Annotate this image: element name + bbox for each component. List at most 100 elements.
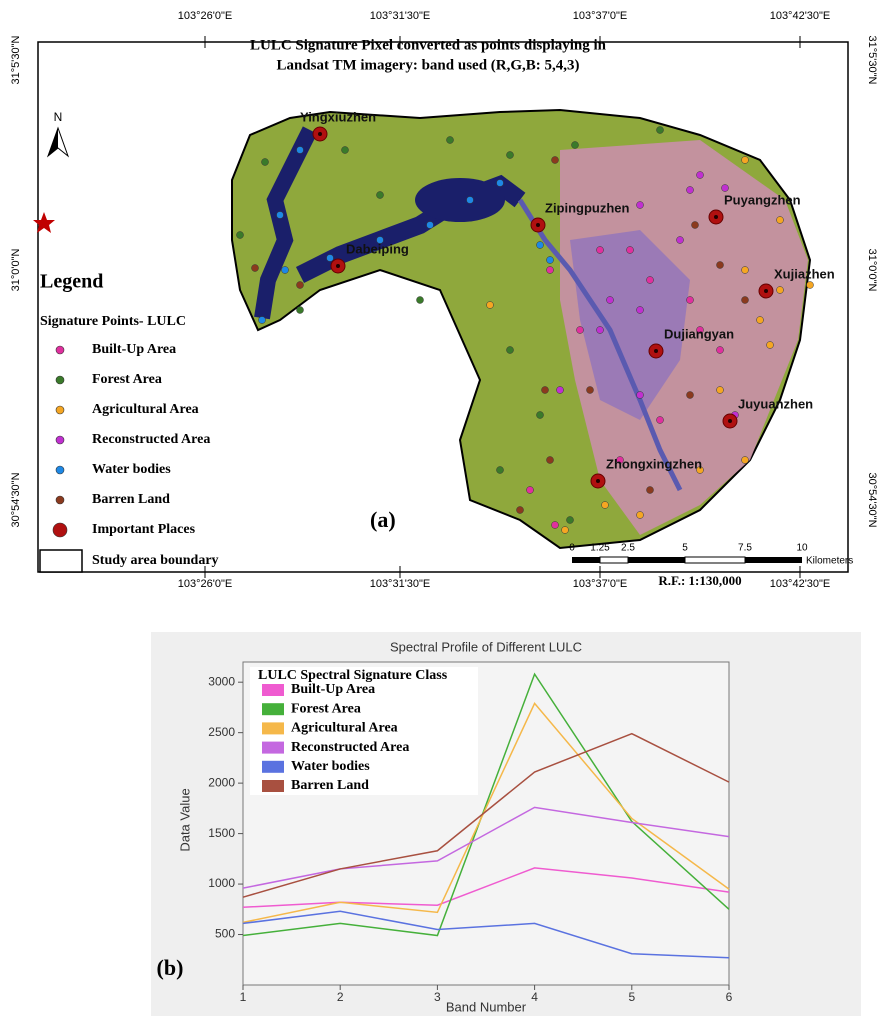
signature-point: [742, 157, 749, 164]
signature-point: [742, 457, 749, 464]
signature-point: [777, 217, 784, 224]
signature-point: [497, 467, 504, 474]
place-label: Xujiazhen: [774, 266, 835, 281]
signature-point: [467, 197, 474, 204]
y-tick-label: 2000: [208, 775, 235, 789]
signature-point: [807, 282, 814, 289]
signature-point: [602, 502, 609, 509]
signature-point: [657, 127, 664, 134]
legend-swatch: [262, 780, 284, 792]
signature-point: [597, 247, 604, 254]
signature-point: [697, 172, 704, 179]
legend-label: Agricultural Area: [92, 402, 199, 417]
lat-label: 31°5'30"N: [866, 36, 878, 85]
x-tick-label: 5: [628, 990, 635, 1004]
signature-point: [547, 457, 554, 464]
legend-label: Reconstructed Area: [92, 432, 210, 447]
signature-point: [767, 342, 774, 349]
important-place: [596, 479, 600, 483]
y-tick-label: 1000: [208, 876, 235, 890]
place-label: Yingxiuzhen: [300, 109, 376, 124]
legend-symbol: [56, 376, 64, 384]
signature-point: [597, 327, 604, 334]
signature-point: [552, 522, 559, 529]
chart-title: Spectral Profile of Different LULC: [390, 639, 582, 654]
signature-point: [547, 257, 554, 264]
signature-point: [447, 137, 454, 144]
signature-point: [237, 232, 244, 239]
legend-label: Forest Area: [92, 372, 162, 387]
signature-point: [587, 387, 594, 394]
scale-unit: Kilometers: [806, 556, 853, 567]
lon-label: 103°31'30"E: [370, 578, 431, 590]
y-tick-label: 500: [215, 927, 235, 941]
lon-label: 103°42'30"E: [770, 10, 831, 22]
legend-swatch: [262, 722, 284, 734]
lat-label: 31°0'0"N: [10, 249, 22, 292]
signature-point: [487, 302, 494, 309]
scale-label: 2.5: [621, 543, 635, 554]
legend-label: Barren Land: [291, 778, 369, 793]
scale-label: 10: [796, 543, 808, 554]
panel-label: (a): [370, 507, 396, 532]
signature-point: [297, 307, 304, 314]
legend-label: Study area boundary: [92, 553, 219, 568]
lat-label: 30°54'30"N: [10, 472, 22, 527]
signature-point: [262, 159, 269, 166]
scale-ratio: R.F.: 1:130,000: [658, 573, 741, 588]
legend-subtitle: Signature Points- LULC: [40, 314, 186, 329]
x-tick-label: 4: [531, 990, 538, 1004]
scale-label: 0: [569, 543, 575, 554]
legend-title: LULC Spectral Signature Class: [258, 668, 448, 683]
signature-point: [757, 317, 764, 324]
legend-title: Legend: [40, 271, 103, 293]
signature-point: [282, 267, 289, 274]
north-label: N: [54, 110, 63, 124]
signature-point: [277, 212, 284, 219]
scale-label: 7.5: [738, 543, 752, 554]
y-tick-label: 2500: [208, 725, 235, 739]
place-label: Dabeiping: [346, 241, 409, 256]
signature-point: [297, 147, 304, 154]
signature-point: [637, 512, 644, 519]
lat-label: 30°54'30"N: [866, 472, 878, 527]
map-title: Landsat TM imagery: band used (R,G,B: 5,…: [276, 57, 579, 73]
place-label: Zipingpuzhen: [545, 200, 630, 215]
signature-point: [647, 277, 654, 284]
place-label: Juyuanzhen: [738, 396, 813, 411]
signature-point: [647, 487, 654, 494]
x-axis-label: Band Number: [446, 999, 527, 1014]
legend-label: Water bodies: [291, 759, 370, 774]
signature-point: [717, 347, 724, 354]
legend-label: Agricultural Area: [291, 721, 398, 736]
legend-label: Built-Up Area: [92, 342, 176, 357]
scale-bar: [572, 557, 802, 563]
signature-point: [417, 297, 424, 304]
y-tick-label: 3000: [208, 674, 235, 688]
legend-label: Built-Up Area: [291, 682, 375, 697]
signature-point: [637, 307, 644, 314]
place-label: Zhongxingzhen: [606, 456, 702, 471]
signature-point: [677, 237, 684, 244]
important-place: [336, 264, 340, 268]
signature-point: [537, 242, 544, 249]
important-place: [318, 132, 322, 136]
signature-point: [377, 192, 384, 199]
x-tick-label: 1: [240, 990, 247, 1004]
important-place: [536, 223, 540, 227]
y-axis-label: Data Value: [177, 788, 192, 851]
signature-point: [507, 347, 514, 354]
page: {"map": { "title_lines": ["LULC Signatur…: [0, 0, 885, 1026]
signature-point: [527, 487, 534, 494]
signature-point: [327, 255, 334, 262]
lon-label: 103°31'30"E: [370, 10, 431, 22]
signature-point: [742, 297, 749, 304]
signature-point: [537, 412, 544, 419]
place-label: Dujiangyan: [664, 326, 734, 341]
lon-label: 103°26'0"E: [178, 10, 232, 22]
legend-symbol: [56, 436, 64, 444]
signature-point: [637, 202, 644, 209]
signature-point: [692, 222, 699, 229]
signature-point: [607, 297, 614, 304]
signature-point: [572, 142, 579, 149]
